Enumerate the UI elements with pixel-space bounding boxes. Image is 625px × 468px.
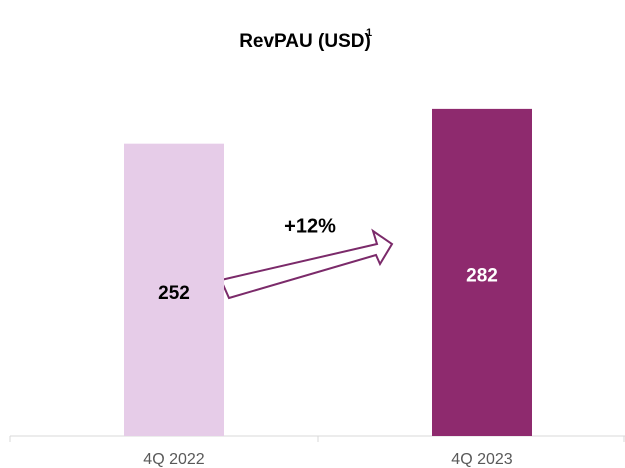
value-label: 252: [158, 283, 190, 304]
annotation: +12%: [284, 215, 336, 237]
growth-arrow: [219, 228, 394, 300]
value-label: 282: [466, 265, 498, 286]
bar: [124, 143, 224, 436]
title-superscript: 1: [366, 27, 372, 39]
chart-title: RevPAU (USD): [239, 31, 371, 52]
x-tick-label: 4Q 2022: [143, 451, 204, 468]
x-tick-label: 4Q 2023: [451, 451, 512, 468]
bar: [432, 108, 532, 436]
